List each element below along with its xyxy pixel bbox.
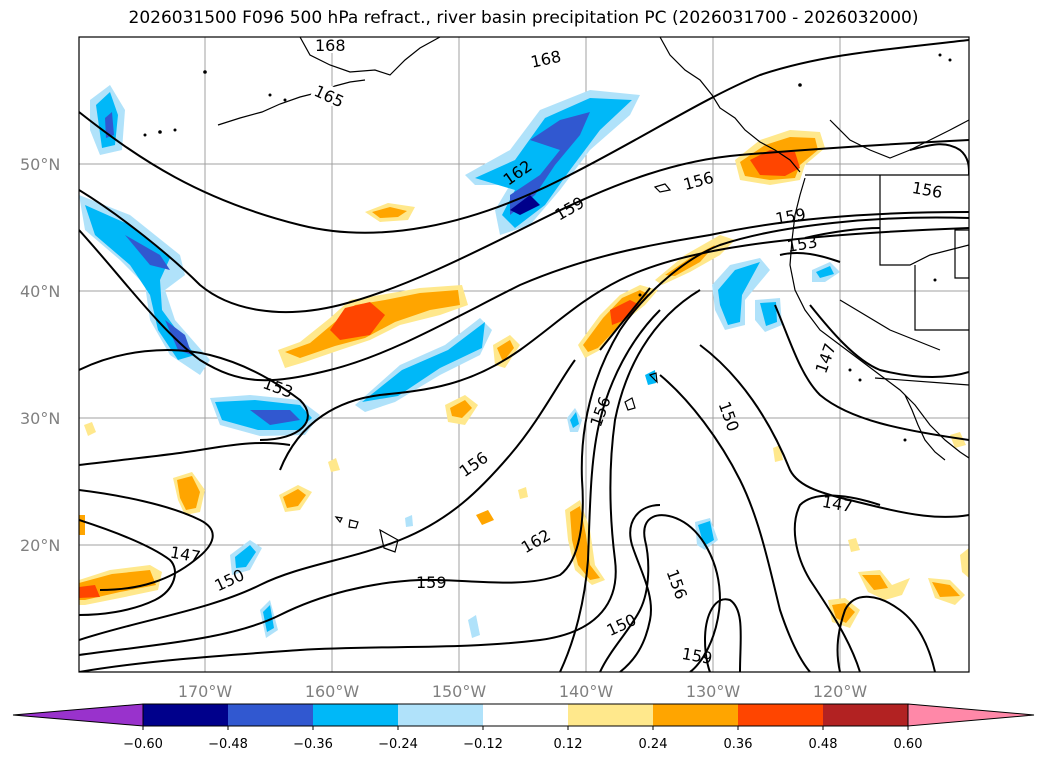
- colorbar-extend-high: [907, 703, 1035, 727]
- colorbar-tick-label: 0.36: [724, 737, 753, 752]
- colorbar-tick-label: −0.24: [378, 737, 418, 752]
- lat-label: 50°N: [20, 155, 60, 174]
- contour-label: 168: [315, 36, 346, 55]
- lat-label: 40°N: [20, 282, 60, 301]
- longitude-labels: 170°W 160°W 150°W 140°W 130°W 120°W: [178, 682, 868, 701]
- colorbar-segment: [313, 704, 398, 726]
- map-frame: [78, 36, 970, 673]
- colorbar-segment: [823, 704, 908, 726]
- colorbar-segment: [483, 704, 568, 726]
- colorbar-segment: [228, 704, 313, 726]
- colorbar-segment: [398, 704, 483, 726]
- map-title: 2026031500 F096 500 hPa refract., river …: [128, 8, 919, 28]
- lon-label: 120°W: [813, 682, 868, 701]
- colorbar-segment: [143, 704, 228, 726]
- colorbar-tick-label: 0.24: [639, 737, 668, 752]
- colorbar-tick-label: −0.48: [208, 737, 248, 752]
- contour-labels: 168 168 165 162 159 156 156 159 153 153 …: [169, 36, 944, 668]
- colorbar-segment: [738, 704, 823, 726]
- colorbar-tick-label: 0.48: [809, 737, 838, 752]
- latitude-labels: 20°N 30°N 40°N 50°N: [20, 155, 60, 555]
- lat-label: 20°N: [20, 536, 60, 555]
- colorbar-segment: [653, 704, 738, 726]
- lon-label: 170°W: [178, 682, 233, 701]
- lon-label: 160°W: [305, 682, 360, 701]
- colorbar-frame: [142, 703, 909, 727]
- colorbar-tick-label: 0.12: [554, 737, 583, 752]
- island-dots: [143, 53, 952, 442]
- lon-label: 140°W: [559, 682, 614, 701]
- colorbar: −0.60 −0.48 −0.36 −0.24 −0.12 0.12 0.24 0.36 0.4…: [12, 703, 1035, 752]
- lat-label: 30°N: [20, 409, 60, 428]
- contour-label: 159: [416, 573, 447, 592]
- colorbar-extend-low: [12, 703, 144, 727]
- lon-label: 150°W: [432, 682, 487, 701]
- height-contours: [79, 39, 969, 672]
- precip-negative-shading: [79, 85, 840, 638]
- colorbar-tick-label: −0.12: [463, 737, 503, 752]
- colorbar-tick-label: 0.60: [894, 737, 923, 752]
- colorbar-segment: [568, 704, 653, 726]
- colorbar-tick-label: −0.36: [293, 737, 333, 752]
- lon-label: 130°W: [686, 682, 741, 701]
- colorbar-tick-label: −0.60: [123, 737, 163, 752]
